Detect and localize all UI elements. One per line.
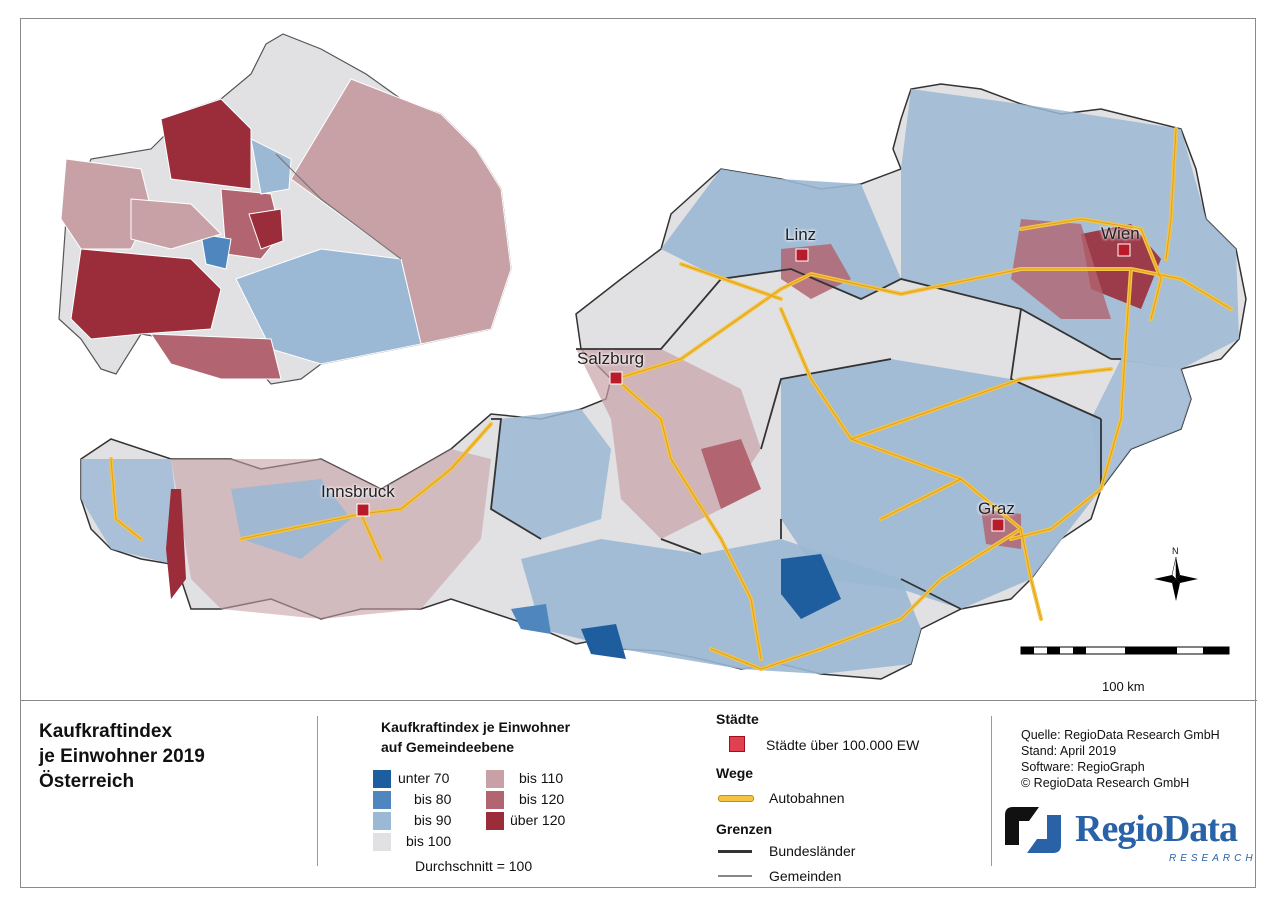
class-label-bis-110: bis 110 (519, 770, 564, 786)
swatch-ueber-120 (486, 812, 504, 830)
vienna-inset-map (58, 33, 512, 385)
bundeslaender-symbol (718, 850, 752, 853)
vienna-district-southwest (70, 248, 222, 340)
class-heading: Kaufkraftindex je Einwohner auf Gemeinde… (381, 717, 570, 757)
autobahnen-symbol (718, 795, 754, 802)
map-svg (58, 33, 1247, 680)
staedte-item: Städte über 100.000 EW (766, 737, 920, 753)
average-note: Durchschnitt = 100 (415, 858, 533, 874)
wege-item: Autobahnen (769, 790, 845, 806)
vienna-district-north (160, 98, 252, 190)
scale-bar (1020, 646, 1230, 655)
logo-sub: RESEARCH (1169, 853, 1257, 864)
vienna-district-south (150, 333, 282, 380)
class-label-bis-100: bis 100 (406, 833, 452, 849)
swatch-bis-120 (486, 791, 504, 809)
vienna-district-west (60, 158, 152, 250)
map-frame: Linz Wien Salzburg Innsbruck Graz N 100 … (20, 18, 1257, 888)
city-marker-wien (1117, 243, 1131, 257)
grenzen-item-bundeslaender: Bundesländer (769, 843, 856, 859)
swatch-unter-70 (373, 770, 391, 788)
vienna-district-blue (200, 233, 232, 270)
map-title-line-3: Österreich (39, 771, 135, 792)
grenzen-item-gemeinden: Gemeinden (769, 868, 842, 884)
vienna-danube (275, 153, 402, 260)
source-line-3: Software: RegioGraph (1021, 760, 1145, 774)
region-carinthia-dark (781, 554, 841, 619)
city-label-salzburg: Salzburg (577, 349, 645, 368)
map-title-line-1: Kaufkraftindex (39, 721, 173, 742)
city-label-linz: Linz (785, 225, 817, 244)
map-area: Linz Wien Salzburg Innsbruck Graz N 100 … (21, 19, 1257, 701)
wege-heading: Wege (716, 765, 754, 781)
city-marker-graz (991, 518, 1005, 532)
city-label-graz: Graz (978, 499, 1015, 518)
class-heading-line-2: auf Gemeindeebene (381, 739, 515, 755)
city-marker-linz (795, 248, 809, 262)
source-line-1: Quelle: RegioData Research GmbH (1021, 728, 1220, 742)
swatch-bis-110 (486, 770, 504, 788)
class-label-bis-90: bis 90 (414, 812, 452, 828)
legend-separator-2 (991, 716, 992, 866)
class-label-bis-120: bis 120 (519, 791, 565, 807)
class-heading-line-1: Kaufkraftindex je Einwohner (381, 719, 571, 735)
swatch-bis-100 (373, 833, 391, 851)
region-carinthia-dark-3 (511, 604, 551, 634)
staedte-heading: Städte (716, 711, 759, 727)
region-vorarlberg-hot (166, 489, 186, 599)
legend-separator-1 (317, 716, 318, 866)
north-arrow-icon (1154, 556, 1198, 601)
class-label-unter-70: unter 70 (398, 770, 450, 786)
region-salzburg-hot (701, 439, 761, 509)
swatch-bis-90 (373, 812, 391, 830)
city-label-wien: Wien (1101, 224, 1140, 243)
vienna-district-center-b (248, 208, 284, 250)
source-block: Quelle: RegioData Research GmbH Stand: A… (1021, 727, 1220, 791)
north-label: N (1172, 546, 1179, 556)
staedte-symbol (729, 736, 745, 752)
bundeslaender-borders (490, 268, 1121, 610)
class-label-bis-80: bis 80 (414, 791, 452, 807)
map-title: Kaufkraftindex je Einwohner 2019 Österre… (39, 719, 205, 794)
logo-text: RegioData (1075, 808, 1238, 850)
map-title-line-2: je Einwohner 2019 (39, 746, 205, 767)
city-label-innsbruck: Innsbruck (321, 482, 395, 501)
source-line-4: © RegioData Research GmbH (1021, 776, 1190, 790)
region-tyrol-blue (231, 479, 351, 559)
vienna-district-lightblue (250, 138, 292, 195)
austria-map (80, 83, 1247, 680)
swatch-bis-80 (373, 791, 391, 809)
region-burgenland (1091, 359, 1191, 489)
region-carinthia-dark-2 (581, 624, 626, 659)
regiodata-logo-icon (1005, 807, 1061, 853)
gemeinden-symbol (718, 875, 752, 877)
city-marker-salzburg (609, 371, 623, 385)
autobahnen-casing (110, 128, 1232, 670)
region-tyrol-east (491, 409, 611, 539)
class-label-ueber-120: über 120 (510, 812, 566, 828)
scale-label: 100 km (1102, 679, 1145, 694)
region-vorarlberg (81, 459, 181, 564)
source-line-2: Stand: April 2019 (1021, 744, 1117, 758)
vienna-district-pink-mid (130, 198, 222, 250)
grenzen-heading: Grenzen (716, 821, 773, 837)
city-marker-innsbruck (356, 503, 370, 517)
